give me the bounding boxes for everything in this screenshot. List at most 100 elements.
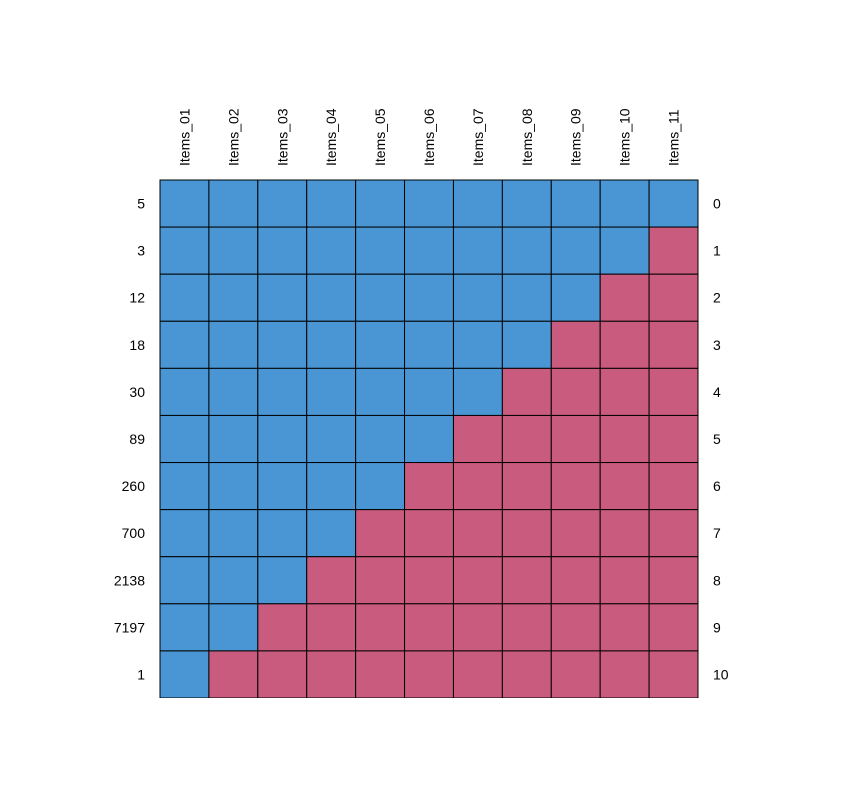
row-count-label: 12 [129,290,145,306]
heatmap-cell-r7-c7 [501,509,552,558]
heatmap-cell-r10-c9 [599,650,650,699]
heatmap-cell-r8-c5 [404,556,454,605]
heatmap-cell-r1-c7 [501,226,552,275]
row-missing-label: 5 [713,431,721,447]
heatmap-cell-r6-c10 [648,462,699,511]
heatmap-cell-r8-c10 [648,556,699,605]
heatmap-cell-r8-c1 [208,556,259,605]
row-count-label: 3 [137,243,145,259]
heatmap-cell-r0-c2 [257,179,308,228]
heatmap-cell-r4-c1 [208,367,259,416]
row-missing-label: 0 [713,196,721,212]
heatmap-cell-r10-c1 [208,650,259,699]
heatmap-cell-r3-c3 [306,320,357,369]
heatmap-cell-r5-c1 [208,414,259,464]
heatmap-cell-r3-c1 [208,320,259,369]
column-label: Items_07 [470,108,486,166]
heatmap-cell-r7-c0 [159,509,210,558]
column-label: Items_11 [666,109,682,166]
heatmap-cell-r4-c0 [159,367,210,416]
row-missing-label: 1 [713,243,721,259]
heatmap-cell-r8-c7 [501,556,552,605]
heatmap-cell-r8-c6 [452,556,503,605]
heatmap-cell-r6-c9 [599,462,650,511]
column-label: Items_02 [225,108,241,166]
heatmap-cell-r10-c4 [355,650,406,699]
heatmap-cell-r2-c10 [648,273,699,322]
heatmap-cell-r1-c1 [208,226,259,275]
row-count-label: 2138 [114,572,145,588]
heatmap-cell-r9-c10 [648,603,699,652]
heatmap-cell-r0-c8 [550,179,601,228]
heatmap-cell-r6-c3 [306,462,357,511]
heatmap-cell-r2-c3 [306,273,357,322]
plot-bottom-edge [158,698,700,704]
heatmap-cell-r9-c5 [404,603,454,652]
column-label: Items_04 [323,108,339,166]
heatmap-cell-r7-c2 [257,509,308,558]
heatmap-cell-r0-c1 [208,179,259,228]
heatmap-cell-r5-c6 [452,414,503,464]
heatmap-cell-r1-c0 [159,226,210,275]
heatmap-cell-r8-c3 [306,556,357,605]
column-label: Items_06 [421,108,437,166]
heatmap-cell-r2-c5 [404,273,454,322]
heatmap-cell-r7-c6 [452,509,503,558]
heatmap-cell-r8-c8 [550,556,601,605]
heatmap-cell-r7-c8 [550,509,601,558]
row-missing-label: 8 [713,572,721,588]
row-missing-label: 6 [713,478,721,494]
heatmap-cell-r2-c1 [208,273,259,322]
heatmap-cell-r6-c8 [550,462,601,511]
heatmap-cell-r4-c9 [599,367,650,416]
heatmap-cells [158,179,700,704]
heatmap-cell-r7-c3 [306,509,357,558]
heatmap-cell-r9-c7 [501,603,552,652]
heatmap-cell-r0-c3 [306,179,357,228]
heatmap-cell-r8-c9 [599,556,650,605]
column-label: Items_10 [617,108,633,166]
heatmap-cell-r3-c7 [501,320,552,369]
heatmap-cell-r3-c2 [257,320,308,369]
row-count-label: 1 [137,666,145,682]
heatmap-cell-r8-c2 [257,556,308,605]
heatmap-cell-r10-c6 [452,650,503,699]
heatmap-cell-r9-c8 [550,603,601,652]
heatmap-cell-r4-c5 [404,367,454,416]
heatmap-cell-r3-c0 [159,320,210,369]
heatmap-cell-r7-c4 [355,509,406,558]
column-label: Items_08 [519,108,535,166]
heatmap-cell-r7-c5 [404,509,454,558]
heatmap-cell-r4-c6 [452,367,503,416]
heatmap-cell-r9-c9 [599,603,650,652]
heatmap-cell-r1-c5 [404,226,454,275]
heatmap-cell-r5-c8 [550,414,601,464]
heatmap-cell-r7-c1 [208,509,259,558]
heatmap-cell-r5-c4 [355,414,406,464]
heatmap-cell-r3-c6 [452,320,503,369]
heatmap-cell-r6-c6 [452,462,503,511]
heatmap-cell-r6-c0 [159,462,210,511]
heatmap-cell-r9-c3 [306,603,357,652]
heatmap-cell-r3-c8 [550,320,601,369]
heatmap-cell-r0-c6 [452,179,503,228]
heatmap-cell-r5-c5 [404,414,454,464]
heatmap-cell-r4-c3 [306,367,357,416]
heatmap-cell-r6-c1 [208,462,259,511]
heatmap-cell-r1-c9 [599,226,650,275]
heatmap-cell-r9-c0 [159,603,210,652]
heatmap-cell-r1-c10 [648,226,699,275]
heatmap-cell-r6-c2 [257,462,308,511]
heatmap-cell-r4-c4 [355,367,406,416]
row-count-label: 30 [129,384,145,400]
heatmap-cell-r9-c1 [208,603,259,652]
heatmap-cell-r5-c9 [599,414,650,464]
row-missing-label: 3 [713,337,721,353]
heatmap-cell-r1-c4 [355,226,406,275]
row-count-label: 700 [122,525,146,541]
heatmap-cell-r2-c0 [159,273,210,322]
heatmap-cell-r0-c10 [648,179,699,228]
heatmap-cell-r2-c7 [501,273,552,322]
